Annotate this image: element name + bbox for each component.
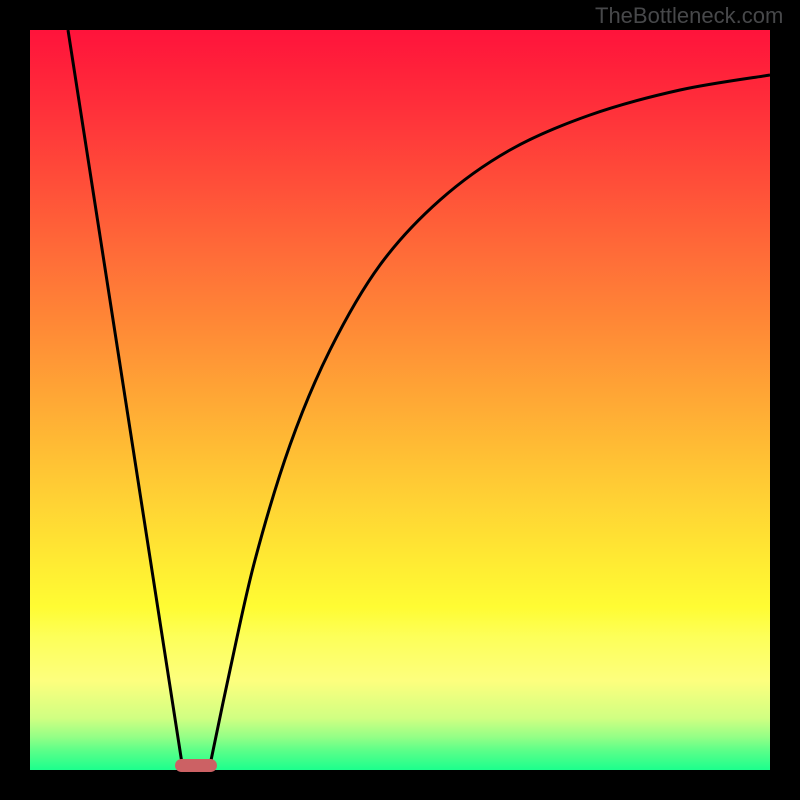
minimum-marker (175, 759, 217, 772)
plot-area (30, 30, 770, 770)
chart-container: TheBottleneck.com (0, 0, 800, 800)
curve-layer (30, 30, 770, 770)
curve-right-segment (209, 75, 770, 770)
curve-left-segment (68, 30, 183, 770)
attribution-text: TheBottleneck.com (595, 3, 783, 29)
